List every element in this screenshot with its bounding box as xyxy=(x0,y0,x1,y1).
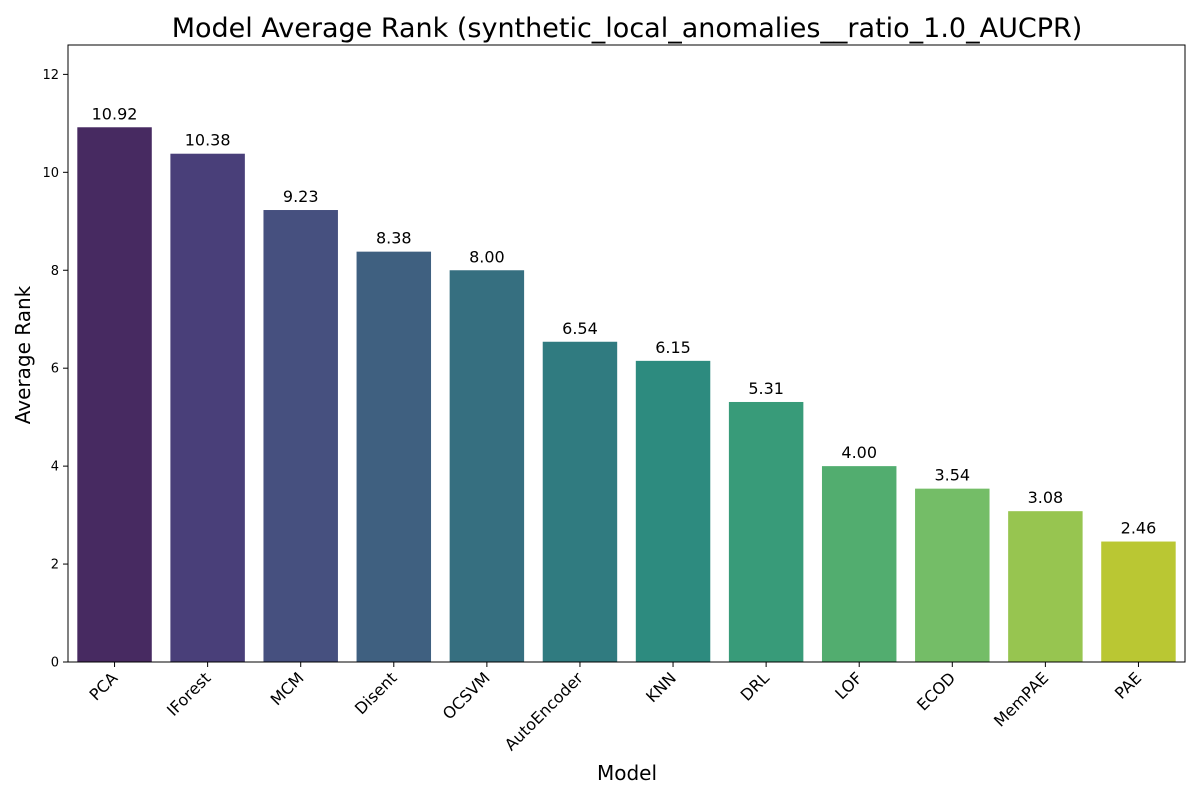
data-label-mcm: 9.23 xyxy=(283,187,319,206)
y-axis: 0 2 4 6 8 10 12 xyxy=(42,68,68,671)
y-axis-label: Average Rank xyxy=(11,285,35,424)
x-tick-label-drl: DRL xyxy=(737,668,773,704)
y-tick-label: 4 xyxy=(51,460,59,475)
x-tick-label-mcm: MCM xyxy=(267,668,308,709)
data-label-disent: 8.38 xyxy=(376,229,412,248)
bar-disent xyxy=(356,251,432,662)
chart-title: Model Average Rank (synthetic_local_anom… xyxy=(172,13,1083,44)
x-tick-label-lof: LOF xyxy=(831,668,866,703)
data-label-ocsvm: 8.00 xyxy=(469,247,505,266)
x-tick-label-pca: PCA xyxy=(85,668,121,704)
x-tick-label-ecod: ECOD xyxy=(913,668,959,714)
y-tick-label: 6 xyxy=(51,362,59,377)
data-label-drl: 5.31 xyxy=(748,379,784,398)
bars-group: 10.92 10.38 9.23 8.38 8.00 6.54 6.15 5.31 4.00 3.… xyxy=(77,104,1176,662)
y-tick-label: 0 xyxy=(51,656,59,671)
x-axis: PCA IForest MCM Disent OCSVM AutoEncoder KNN DR… xyxy=(85,662,1145,754)
y-tick-label: 12 xyxy=(42,68,59,83)
x-tick-label-iforest: IForest xyxy=(163,668,214,719)
y-tick-label: 10 xyxy=(42,166,59,181)
x-tick-label-autoencoder: AutoEncoder xyxy=(501,668,587,754)
data-label-pca: 10.92 xyxy=(92,104,138,123)
bar-knn xyxy=(635,360,711,662)
bar-ecod xyxy=(915,488,990,662)
x-tick-label-pae: PAE xyxy=(1111,668,1145,702)
x-tick-label-disent: Disent xyxy=(351,668,401,718)
bar-pae xyxy=(1101,541,1176,662)
bar-lof xyxy=(821,466,897,662)
data-label-lof: 4.00 xyxy=(841,443,877,462)
x-axis-label: Model xyxy=(597,761,657,785)
data-label-autoencoder: 6.54 xyxy=(562,319,598,338)
plot-frame xyxy=(67,44,1186,663)
bar-pca xyxy=(77,127,152,662)
data-label-ecod: 3.54 xyxy=(934,466,970,485)
data-label-pae: 2.46 xyxy=(1121,519,1157,538)
bar-autoencoder xyxy=(542,341,618,662)
x-tick-label-mempae: MemPAE xyxy=(990,668,1052,730)
y-tick-label: 8 xyxy=(51,264,59,279)
bar-ocsvm xyxy=(449,270,525,662)
bar-iforest xyxy=(170,153,245,662)
x-tick-label-ocsvm: OCSVM xyxy=(439,668,494,723)
bar-mempae xyxy=(1008,511,1083,662)
bar-mcm xyxy=(263,210,338,662)
x-tick-label-knn: KNN xyxy=(642,668,680,706)
y-tick-label: 2 xyxy=(51,558,59,573)
bar-drl xyxy=(728,401,804,662)
data-label-mempae: 3.08 xyxy=(1028,488,1064,507)
data-label-iforest: 10.38 xyxy=(185,131,231,150)
data-label-knn: 6.15 xyxy=(655,338,691,357)
